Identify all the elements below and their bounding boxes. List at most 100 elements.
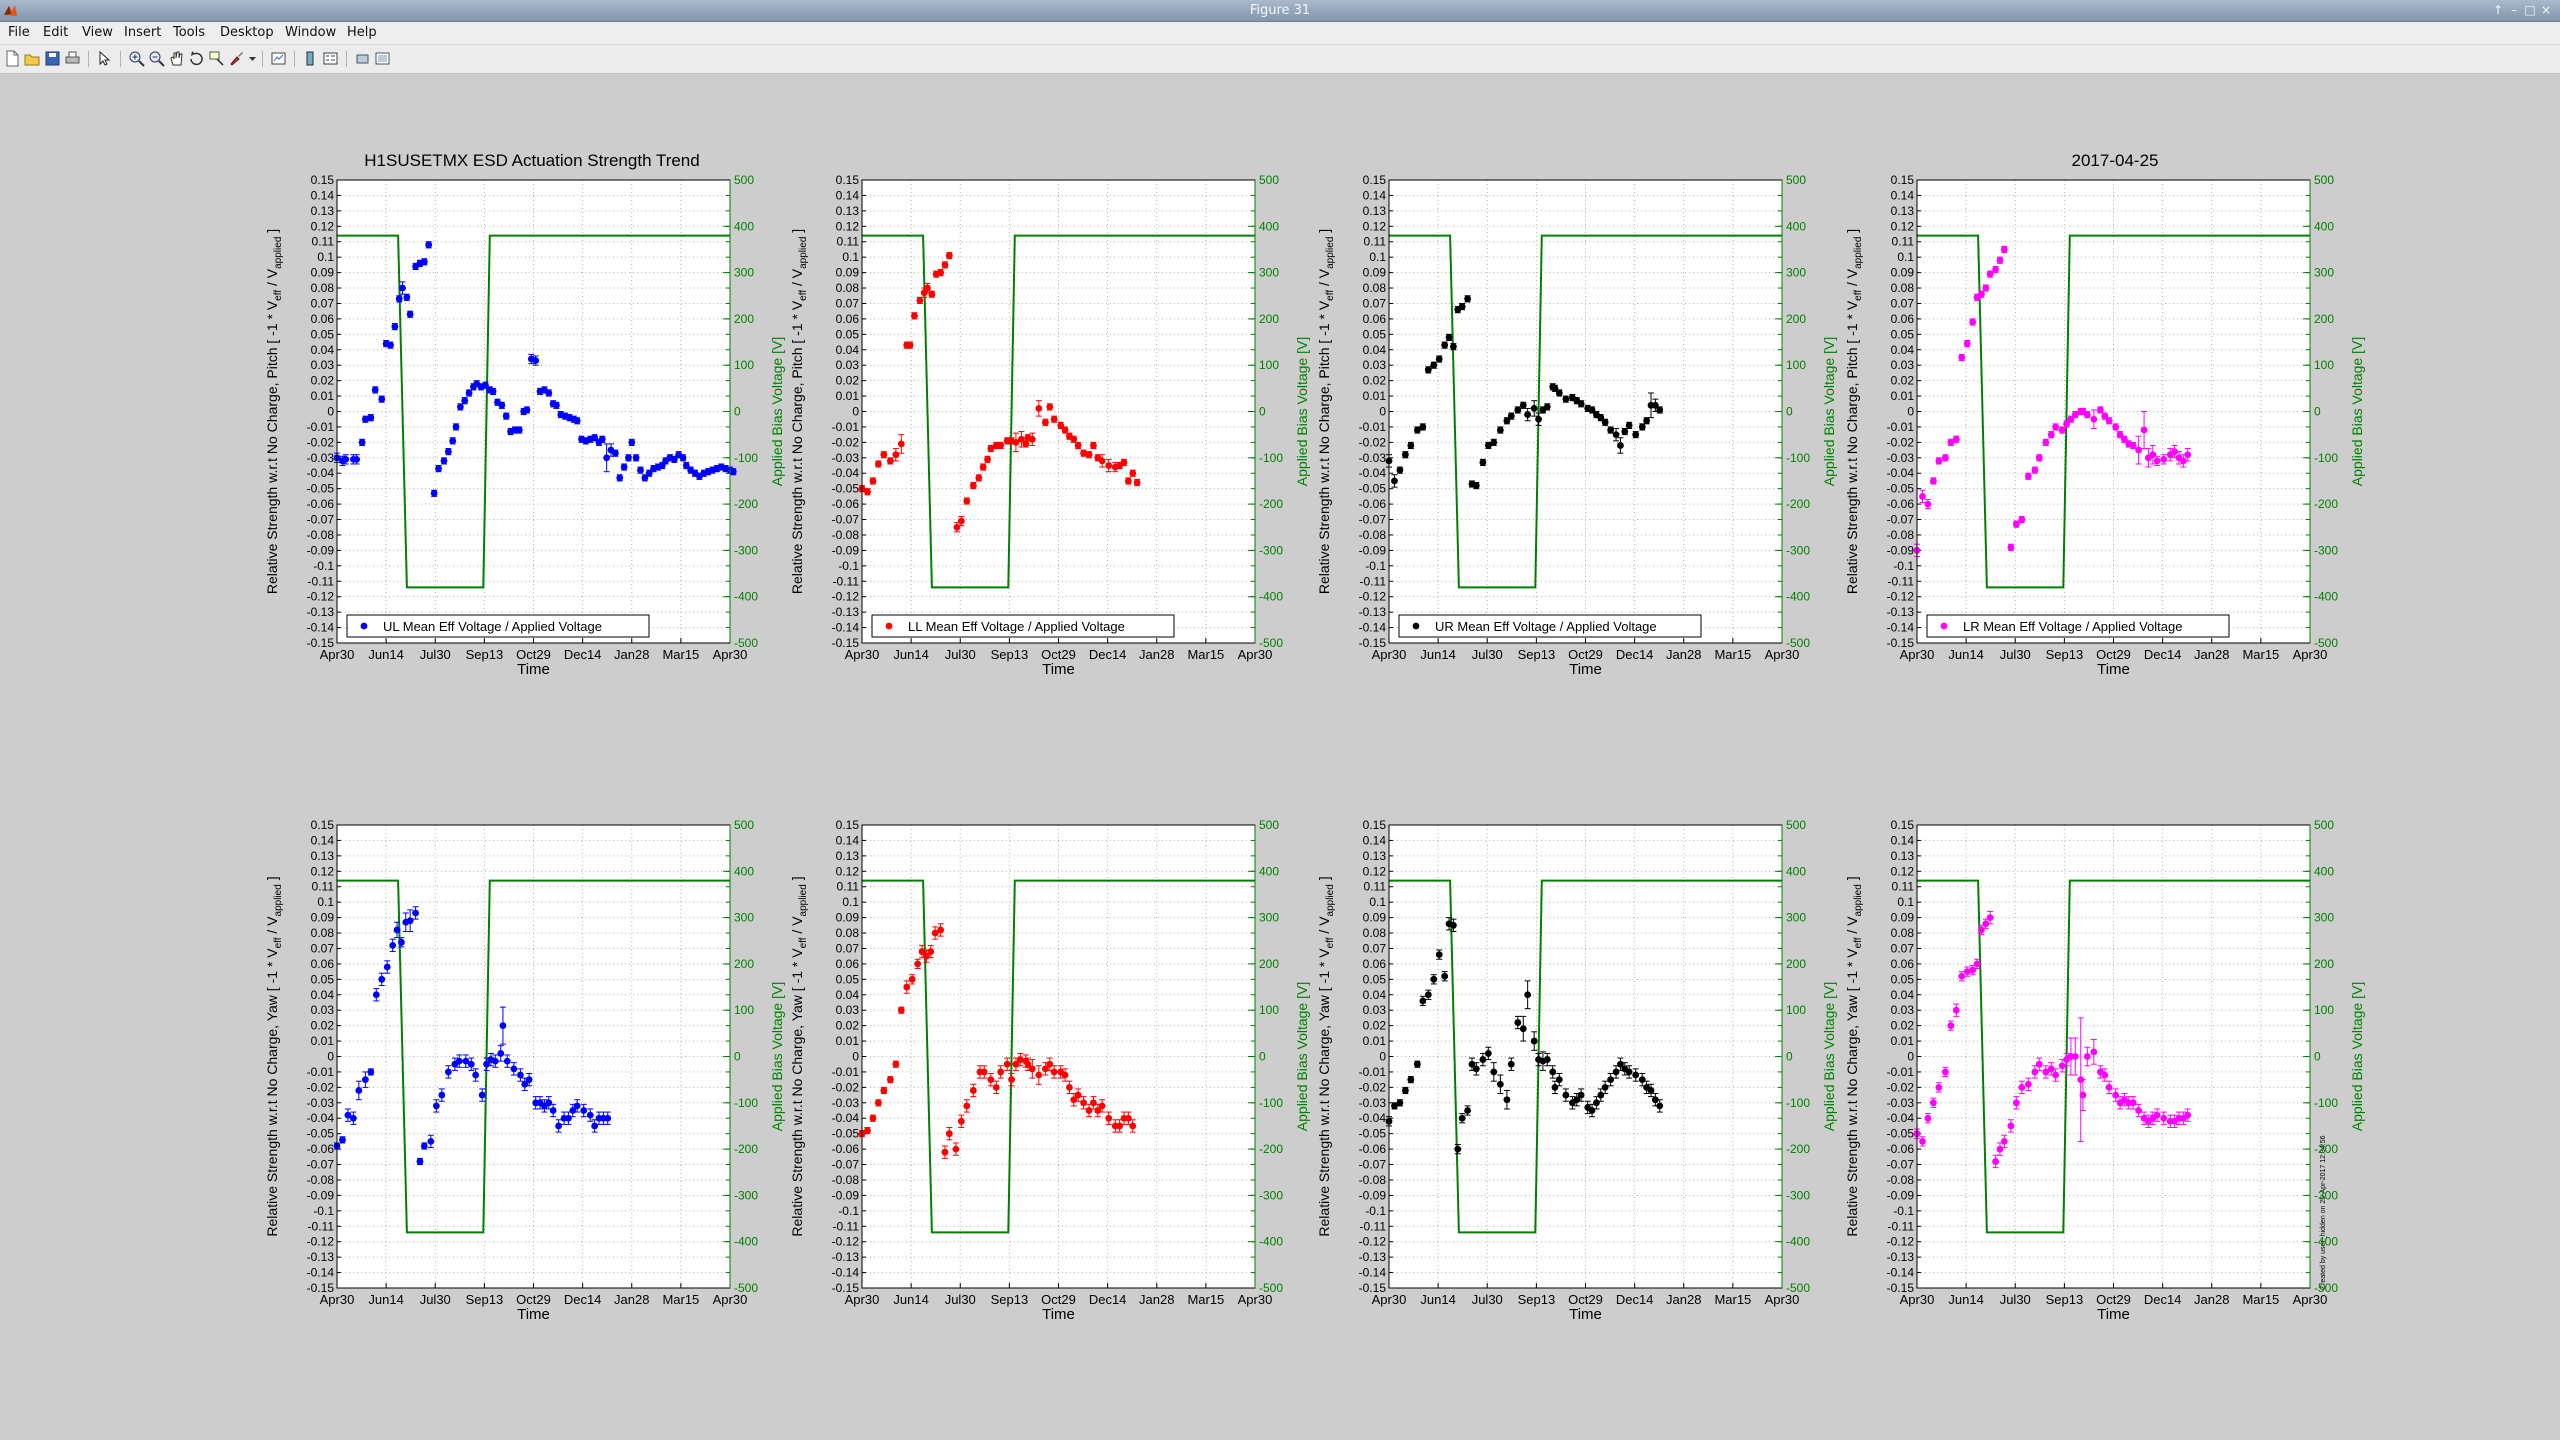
data-point[interactable] bbox=[1992, 266, 1999, 273]
data-point[interactable] bbox=[2090, 415, 2098, 423]
data-point[interactable] bbox=[465, 389, 473, 397]
data-point[interactable] bbox=[1963, 340, 1971, 347]
data-point[interactable] bbox=[1116, 1122, 1124, 1130]
data-point[interactable] bbox=[892, 1060, 900, 1068]
data-point[interactable] bbox=[406, 917, 414, 925]
data-point[interactable] bbox=[2031, 1068, 2039, 1076]
data-point[interactable] bbox=[2083, 411, 2091, 418]
data-point[interactable] bbox=[498, 401, 506, 409]
data-point[interactable] bbox=[937, 269, 944, 276]
data-point[interactable] bbox=[992, 1083, 1000, 1091]
data-point[interactable] bbox=[2135, 1107, 2143, 1114]
data-point[interactable] bbox=[1947, 438, 1955, 446]
data-point[interactable] bbox=[953, 523, 961, 531]
data-point[interactable] bbox=[1935, 1083, 1943, 1091]
data-point[interactable] bbox=[1098, 1102, 1106, 1110]
data-point[interactable] bbox=[927, 948, 935, 955]
data-point[interactable] bbox=[2042, 1068, 2050, 1076]
data-point[interactable] bbox=[1625, 421, 1633, 429]
data-point[interactable] bbox=[1555, 389, 1563, 397]
data-point[interactable] bbox=[2042, 438, 2050, 446]
legend-box[interactable] bbox=[1926, 614, 2230, 638]
pan-icon[interactable] bbox=[168, 50, 185, 67]
data-point[interactable] bbox=[1008, 1076, 1015, 1084]
menu-insert[interactable]: Insert bbox=[124, 25, 162, 40]
data-point[interactable] bbox=[432, 1102, 440, 1110]
data-point[interactable] bbox=[467, 1060, 475, 1068]
data-point[interactable] bbox=[1080, 449, 1088, 457]
data-point[interactable] bbox=[2153, 457, 2161, 465]
data-point[interactable] bbox=[1129, 1122, 1137, 1130]
legend-box[interactable] bbox=[346, 614, 650, 638]
data-point[interactable] bbox=[957, 517, 965, 525]
data-point[interactable] bbox=[1070, 435, 1078, 443]
data-point[interactable] bbox=[491, 1057, 499, 1065]
data-point[interactable] bbox=[1490, 1068, 1498, 1076]
data-point[interactable] bbox=[1507, 1060, 1515, 1068]
data-point[interactable] bbox=[1401, 451, 1409, 459]
data-point[interactable] bbox=[383, 963, 391, 971]
data-point[interactable] bbox=[1441, 341, 1449, 349]
data-point[interactable] bbox=[456, 403, 464, 411]
link-plot-icon[interactable] bbox=[270, 50, 287, 67]
data-point[interactable] bbox=[1407, 1076, 1415, 1084]
data-point[interactable] bbox=[1085, 451, 1093, 459]
data-point[interactable] bbox=[1022, 440, 1030, 448]
data-point[interactable] bbox=[1042, 418, 1049, 426]
data-point[interactable] bbox=[1519, 1025, 1527, 1033]
data-point[interactable] bbox=[1982, 920, 1990, 928]
menu-view[interactable]: View bbox=[82, 25, 113, 40]
data-point[interactable] bbox=[2179, 457, 2187, 465]
data-point[interactable] bbox=[1638, 423, 1646, 431]
data-point[interactable] bbox=[628, 438, 636, 446]
hide-plot-tools-icon[interactable] bbox=[354, 50, 371, 67]
data-point[interactable] bbox=[517, 1071, 524, 1079]
data-point[interactable] bbox=[1074, 442, 1082, 449]
open-file-icon[interactable] bbox=[24, 50, 41, 67]
data-point[interactable] bbox=[2090, 1048, 2098, 1056]
zoom-in-icon[interactable] bbox=[128, 50, 145, 67]
show-plot-tools-icon[interactable] bbox=[374, 50, 391, 67]
data-point[interactable] bbox=[1074, 1091, 1082, 1099]
data-point[interactable] bbox=[2101, 1071, 2109, 1079]
data-point[interactable] bbox=[1133, 479, 1141, 486]
data-point[interactable] bbox=[406, 310, 414, 318]
data-point[interactable] bbox=[403, 293, 411, 301]
data-point[interactable] bbox=[1562, 1091, 1570, 1099]
data-point[interactable] bbox=[2035, 1060, 2043, 1068]
data-point[interactable] bbox=[874, 1099, 882, 1107]
data-point[interactable] bbox=[420, 1142, 428, 1150]
menu-help[interactable]: Help bbox=[347, 25, 377, 40]
data-point[interactable] bbox=[1435, 355, 1443, 363]
data-point[interactable] bbox=[1986, 270, 1994, 278]
data-point[interactable] bbox=[1958, 354, 1966, 361]
data-point[interactable] bbox=[425, 241, 433, 249]
legend-box[interactable] bbox=[871, 614, 1175, 638]
data-point[interactable] bbox=[1401, 1087, 1409, 1094]
figure-canvas[interactable]: H1SUSETMX ESD Actuation Strength Trend 2… bbox=[0, 74, 2560, 1440]
data-point[interactable] bbox=[2052, 1071, 2060, 1079]
data-point[interactable] bbox=[2184, 451, 2192, 459]
data-point[interactable] bbox=[1407, 442, 1415, 449]
data-point[interactable] bbox=[908, 975, 916, 983]
data-point[interactable] bbox=[1124, 477, 1132, 485]
data-point[interactable] bbox=[1430, 975, 1438, 983]
data-point[interactable] bbox=[510, 1065, 518, 1073]
data-point[interactable] bbox=[391, 323, 399, 331]
data-point[interactable] bbox=[372, 991, 380, 999]
data-point[interactable] bbox=[897, 1006, 905, 1014]
data-point[interactable] bbox=[952, 1145, 960, 1153]
data-point[interactable] bbox=[555, 1122, 563, 1130]
menu-window[interactable]: Window bbox=[285, 25, 337, 40]
data-point[interactable] bbox=[2071, 1053, 2079, 1060]
data-point[interactable] bbox=[625, 454, 632, 462]
subplot-yaw-ll[interactable]: -0.15-0.14-0.13-0.12-0.11-0.1-0.09-0.08-… bbox=[789, 818, 1310, 1323]
data-point[interactable] bbox=[1593, 1099, 1600, 1107]
data-point[interactable] bbox=[886, 457, 894, 465]
data-point[interactable] bbox=[603, 454, 611, 462]
data-point[interactable] bbox=[1514, 406, 1522, 414]
data-point[interactable] bbox=[1046, 403, 1054, 411]
data-point[interactable] bbox=[1085, 1107, 1093, 1114]
data-point[interactable] bbox=[2105, 1083, 2113, 1091]
data-point[interactable] bbox=[1472, 482, 1480, 489]
